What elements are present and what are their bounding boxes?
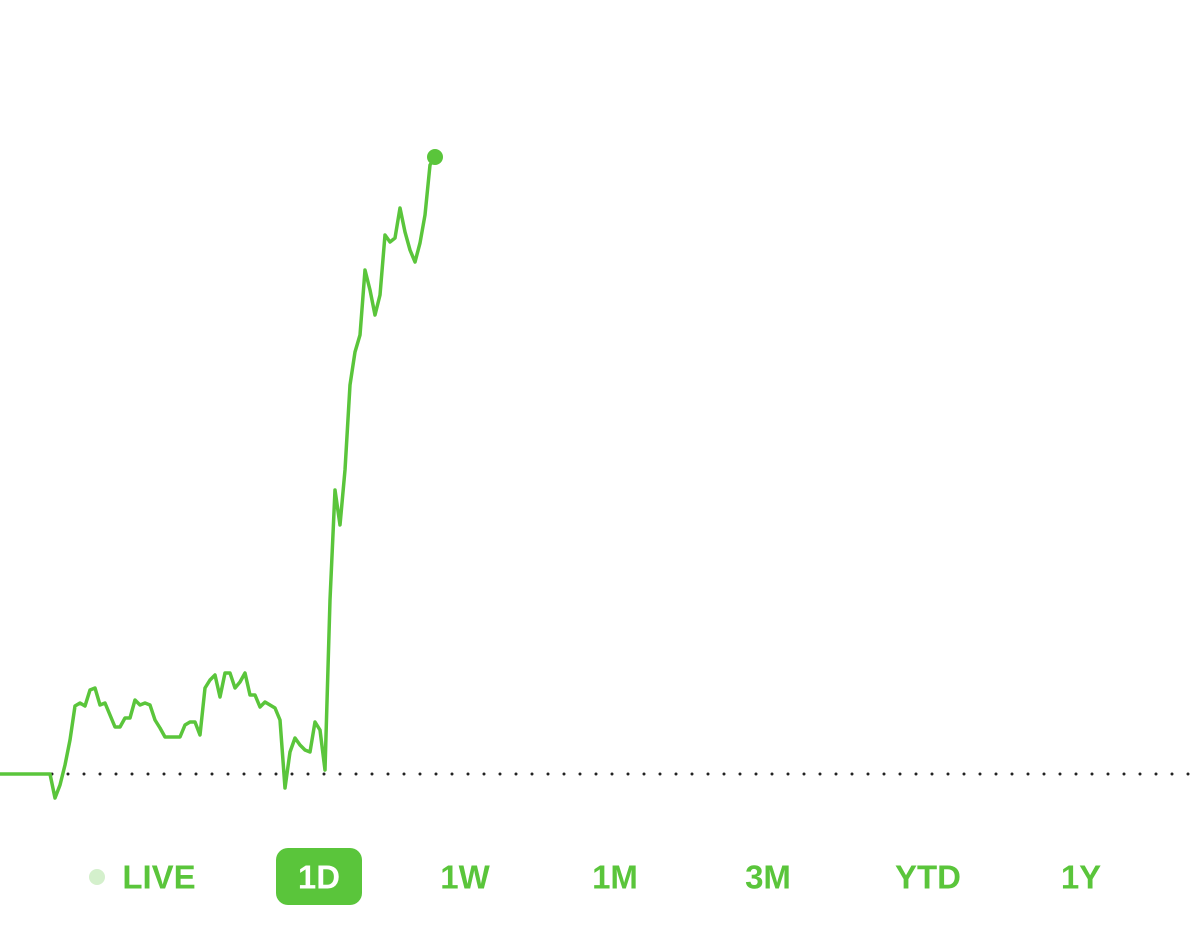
range-button[interactable]: 3M <box>745 859 791 896</box>
live-indicator <box>89 869 105 885</box>
selected-pill[interactable] <box>276 848 362 905</box>
range-button[interactable]: YTD <box>895 859 961 896</box>
range-button[interactable]: 1W <box>440 859 490 896</box>
range-button[interactable]: 1M <box>592 859 638 896</box>
range-button[interactable]: LIVE <box>122 859 195 896</box>
current-price-dot <box>427 149 443 165</box>
range-button[interactable]: 1D <box>298 859 340 896</box>
range-button[interactable]: 1Y <box>1061 859 1101 896</box>
price-line <box>0 156 437 800</box>
